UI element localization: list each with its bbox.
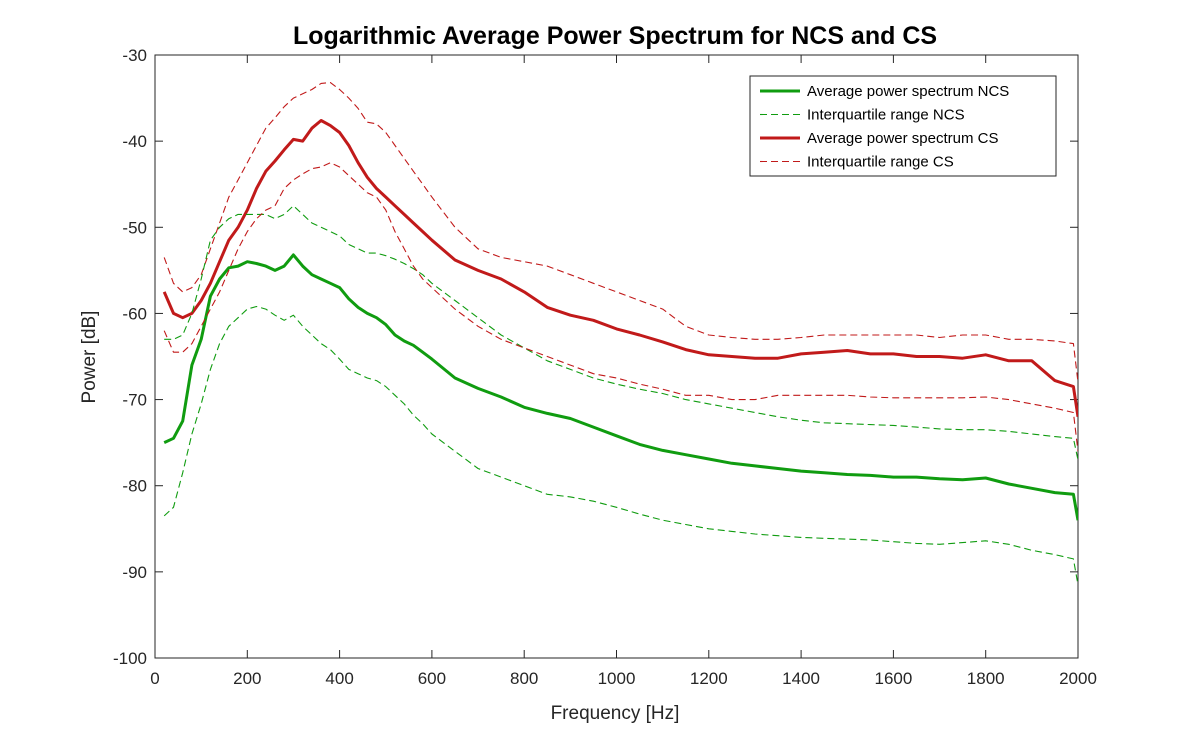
- x-tick-label: 1400: [782, 669, 820, 688]
- series-line-average-power-spectrum-ncs-0: [163, 253, 1078, 521]
- series-line-interquartile-range-cs-5: [163, 162, 1078, 452]
- x-tick-label: 1000: [598, 669, 636, 688]
- y-tick-label: -100: [113, 649, 147, 668]
- chart-title: Logarithmic Average Power Spectrum for N…: [293, 22, 937, 50]
- legend-box: [749, 75, 1057, 177]
- x-tick-label: 600: [418, 669, 446, 688]
- x-axis-label: Frequency [Hz]: [551, 703, 680, 724]
- series-line-interquartile-range-cs-3: [163, 82, 1078, 383]
- x-tick-label: 0: [150, 669, 159, 688]
- y-axis-label: Power [dB]: [79, 311, 100, 404]
- y-tick-label: -50: [122, 218, 147, 237]
- legend-label: Average power spectrum CS: [807, 130, 998, 147]
- legend-label: Average power spectrum NCS: [807, 83, 1009, 100]
- y-tick-label: -90: [122, 563, 147, 582]
- legend-label: Interquartile range CS: [807, 154, 954, 171]
- x-tick-label: 1200: [690, 669, 728, 688]
- x-tick-label: 1600: [874, 669, 912, 688]
- x-tick-label: 1800: [967, 669, 1005, 688]
- y-tick-label: -60: [122, 304, 147, 323]
- x-tick-label: 2000: [1059, 669, 1097, 688]
- legend: Average power spectrum NCS Interquartile …: [749, 75, 1057, 177]
- x-tick-label: 800: [510, 669, 538, 688]
- series-line-interquartile-range-ncs-1: [163, 305, 1078, 585]
- series-line-average-power-spectrum-cs-2: [162, 119, 1078, 418]
- y-tick-label: -70: [122, 391, 147, 410]
- y-tick-label: -40: [122, 132, 147, 151]
- x-tick-label: 200: [233, 669, 261, 688]
- legend-label: Interquartile range NCS: [807, 107, 965, 124]
- y-tick-label: -80: [122, 477, 147, 496]
- series-line-interquartile-range-ncs-4: [164, 205, 1078, 461]
- y-tick-label: -30: [122, 46, 147, 65]
- x-tick-label: 400: [325, 669, 353, 688]
